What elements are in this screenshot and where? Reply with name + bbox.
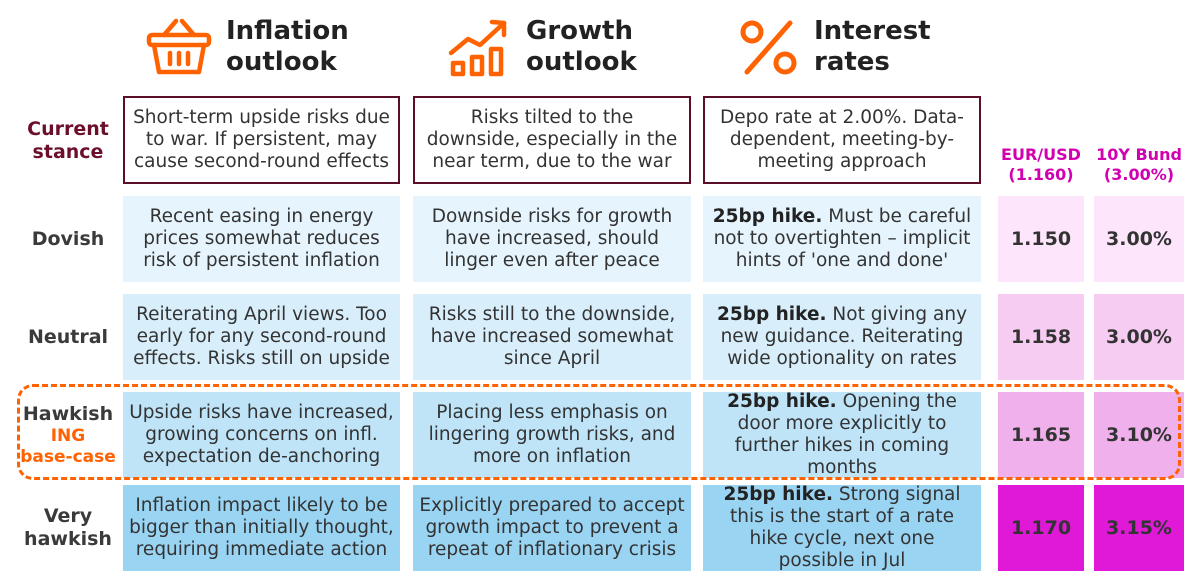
rates-cell-neutral: 25bp hike. Not giving any new guidance. … [703, 294, 981, 380]
rates-decision: 25bp hike. [723, 484, 834, 505]
rates-guidance: Strong signal this is the start of a rat… [729, 484, 961, 571]
interest-rates-title: Interest rates [814, 16, 931, 77]
current-stance-label: Current stance [27, 118, 109, 163]
growth-cell-dovish: Downside risks for growth have increased… [413, 196, 691, 282]
growth-outlook-title: Growth outlook [526, 16, 637, 77]
ing-base-case-highlight [17, 384, 1181, 480]
rates-decision: 25bp hike. [712, 206, 823, 227]
rates-decision: 25bp hike. [716, 304, 827, 325]
inflation-header: Inflation outlook [146, 14, 349, 80]
scenario-label-neutral: Neutral [14, 294, 122, 380]
bund-name: 10Y Bund [1096, 145, 1182, 164]
rates-text: 25bp hike. Opening the door more explici… [709, 391, 975, 479]
bund-value-dovish: 3.00% [1094, 196, 1184, 282]
percent-icon [740, 20, 797, 75]
bund-value-neutral: 3.00% [1094, 294, 1184, 380]
bund-value-very-hawkish: 3.15% [1094, 485, 1184, 571]
current-stance-rates: Depo rate at 2.00%. Data-dependent, meet… [703, 96, 981, 184]
current-stance-growth: Risks tilted to the downside, especially… [413, 96, 691, 184]
rates-guidance: Opening the door more explicitly to furt… [734, 391, 957, 478]
scenario-name: Dovish [31, 227, 105, 250]
rates-cell-dovish: 25bp hike. Must be careful not to overti… [703, 196, 981, 282]
scenario-label-hawkish: Hawkish ING base-case [14, 392, 122, 478]
rates-text: 25bp hike. Not giving any new guidance. … [709, 304, 975, 370]
rates-decision: 25bp hike. [727, 391, 837, 412]
rates-cell-hawkish: 25bp hike. Opening the door more explici… [703, 391, 981, 479]
growth-cell-neutral: Risks still to the downside, have increa… [413, 294, 691, 380]
rates-text: 25bp hike. Strong signal this is the sta… [709, 484, 975, 572]
growth-header: Growth outlook [446, 14, 637, 80]
scenario-label-dovish: Dovish [14, 196, 122, 282]
scenario-name: Neutral [27, 325, 109, 348]
bund-spot: (3.00%) [1103, 165, 1175, 184]
scenario-label-very-hawkish: Very hawkish [14, 485, 122, 571]
rates-guidance: Not giving any new guidance. Reiterating… [720, 304, 968, 369]
eurusd-value-hawkish: 1.165 [998, 392, 1084, 478]
eurusd-value-very-hawkish: 1.170 [998, 485, 1084, 571]
inflation-outlook-title: Inflation outlook [226, 16, 349, 77]
bund-header: 10Y Bund (3.00%) [1094, 145, 1184, 185]
eurusd-name: EUR/USD [1001, 145, 1081, 164]
ing-base-case-tag: ING base-case [20, 425, 116, 467]
growth-cell-hawkish: Placing less emphasis on lingering growt… [413, 392, 691, 478]
eurusd-spot: (1.160) [1008, 165, 1074, 184]
rates-guidance: Must be careful not to overtighten – imp… [713, 206, 972, 271]
inflation-cell-hawkish: Upside risks have increased, growing con… [123, 392, 400, 478]
eurusd-value-dovish: 1.150 [998, 196, 1084, 282]
inflation-cell-very-hawkish: Inflation impact likely to be bigger tha… [123, 485, 400, 571]
inflation-cell-neutral: Reiterating April views. Too early for a… [123, 294, 400, 380]
eurusd-header: EUR/USD (1.160) [998, 145, 1084, 185]
scenario-name: Hawkish [22, 402, 114, 425]
inflation-cell-dovish: Recent easing in energy prices somewhat … [123, 196, 400, 282]
growth-cell-very-hawkish: Explicitly prepared to accept growth imp… [413, 485, 691, 571]
current-stance-inflation: Short-term upside risks due to war. If p… [123, 96, 400, 184]
rates-cell-very-hawkish: 25bp hike. Strong signal this is the sta… [703, 484, 981, 572]
growth-bars-icon [448, 19, 507, 77]
shopping-basket-icon [146, 18, 212, 75]
rates-text: 25bp hike. Must be careful not to overti… [709, 206, 975, 272]
eurusd-value-neutral: 1.158 [998, 294, 1084, 380]
rates-header: Interest rates [738, 14, 931, 80]
bund-value-hawkish: 3.10% [1094, 392, 1184, 478]
scenario-name: Very hawkish [24, 505, 112, 550]
